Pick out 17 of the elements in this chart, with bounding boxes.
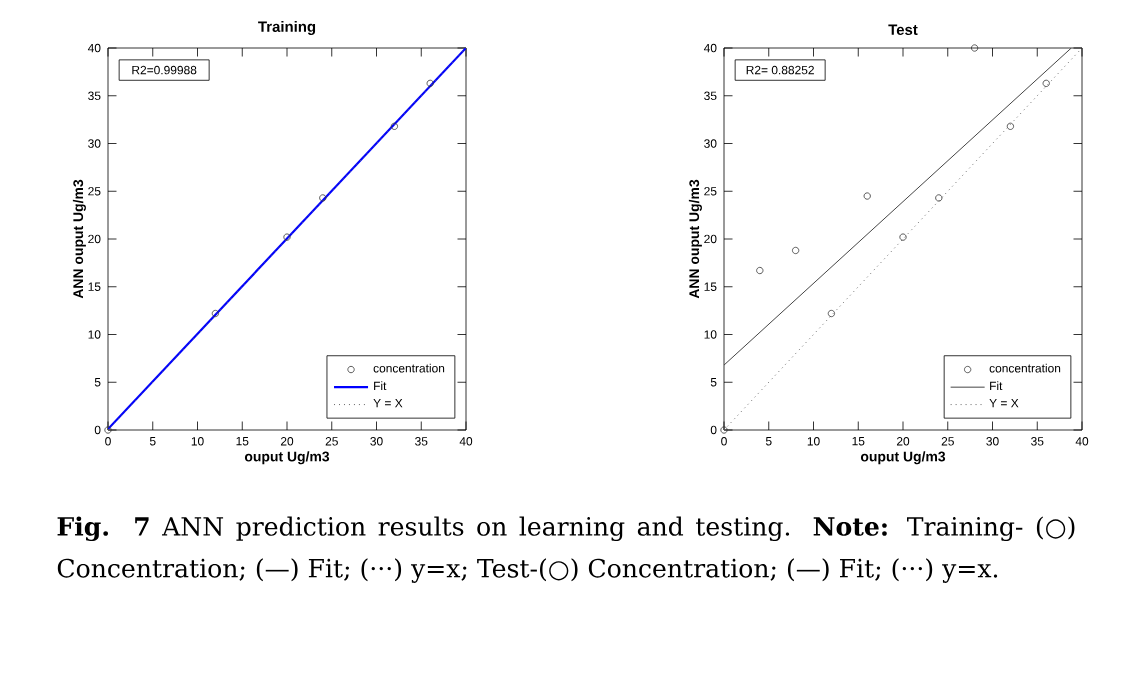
point	[935, 194, 943, 202]
point	[792, 246, 800, 255]
point	[104, 426, 112, 434]
point	[319, 194, 327, 202]
point	[211, 309, 219, 318]
point	[1006, 122, 1014, 130]
point	[971, 44, 979, 52]
text: Fig. 7 ANN prediction results on learning and testing. Note: Training- (○) Concentration; (—) Fit; (···) y=x; Test-(○) Concentration; (—) Fit; (···) y=x.	[57, 516, 1075, 583]
point	[426, 79, 434, 87]
point	[390, 122, 398, 130]
point	[1042, 79, 1050, 87]
point	[827, 309, 835, 318]
point	[863, 192, 871, 200]
point	[756, 266, 764, 275]
point	[283, 233, 291, 241]
point	[899, 233, 907, 241]
point	[720, 426, 728, 434]
